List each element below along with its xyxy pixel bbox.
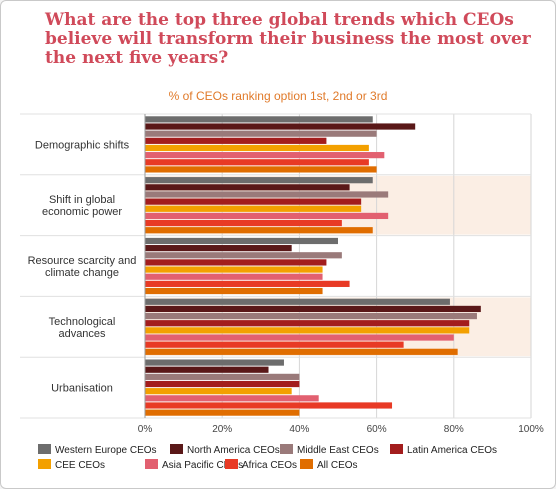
x-tick-label: 100% <box>518 424 544 435</box>
category-label: Resource scarcity and climate change <box>28 255 137 279</box>
bar <box>145 130 377 137</box>
bar <box>145 341 404 348</box>
bar <box>145 380 300 388</box>
legend-item: North America CEOs <box>170 444 280 456</box>
legend-swatch <box>225 459 238 469</box>
x-tick-label: 20% <box>212 424 232 435</box>
bar <box>145 177 373 184</box>
legend-swatch <box>300 459 313 469</box>
bar <box>145 409 300 416</box>
category-label: Demographic shifts <box>35 139 130 151</box>
bar <box>145 219 342 227</box>
bar <box>145 191 389 198</box>
legend-item: Africa CEOs <box>225 459 297 471</box>
legend-row: Western Europe CEOs North America CEOs Mid… <box>30 444 550 459</box>
x-tick-label: 60% <box>367 424 387 435</box>
bar <box>145 348 458 355</box>
bar <box>145 373 300 380</box>
legend-swatch <box>170 444 183 454</box>
bar <box>145 144 369 152</box>
bar <box>145 259 327 266</box>
bar <box>145 266 323 273</box>
legend-label: Asia Pacific CEOs <box>162 460 244 471</box>
bar <box>145 152 385 159</box>
bar <box>145 205 362 212</box>
bar <box>145 388 292 395</box>
chart-title: What are the top three global trends whi… <box>45 10 531 68</box>
legend-item: All CEOs <box>300 459 358 471</box>
legend: Western Europe CEOs North America CEOs Mid… <box>30 444 550 474</box>
bar <box>145 334 454 341</box>
legend-label: Middle East CEOs <box>297 445 379 456</box>
bar <box>145 227 373 234</box>
bar <box>145 159 369 166</box>
bar <box>145 366 269 373</box>
bar <box>145 395 319 402</box>
legend-swatch <box>38 459 51 469</box>
category-label: Technological advances <box>49 316 116 340</box>
legend-label: Western Europe CEOs <box>55 445 157 456</box>
bar <box>145 280 350 287</box>
category-label: Shift in global economic power <box>42 194 122 218</box>
bar <box>145 359 284 366</box>
legend-swatch <box>280 444 293 454</box>
chart-subtitle: % of CEOs ranking option 1st, 2nd or 3rd <box>168 89 388 103</box>
legend-swatch <box>145 459 158 469</box>
legend-row: CEE CEOs Asia Pacific CEOs Africa CEOs All … <box>30 459 550 474</box>
legend-item: Western Europe CEOs <box>38 444 157 456</box>
legend-swatch <box>38 444 51 454</box>
legend-item: Latin America CEOs <box>390 444 497 456</box>
bar <box>145 123 416 130</box>
legend-swatch <box>390 444 403 454</box>
bar <box>145 287 323 295</box>
legend-label: All CEOs <box>317 460 358 471</box>
bar <box>145 312 477 320</box>
bar <box>145 166 377 173</box>
bar <box>145 212 389 220</box>
bar <box>145 273 323 280</box>
bar <box>145 245 292 252</box>
x-tick-label: 40% <box>289 424 309 435</box>
bar <box>145 402 393 409</box>
legend-label: Latin America CEOs <box>407 445 498 456</box>
x-tick-label: 80% <box>444 424 464 435</box>
legend-item: Asia Pacific CEOs <box>145 459 243 471</box>
x-tick-label: 0% <box>138 424 153 435</box>
bar <box>145 305 481 313</box>
legend-item: Middle East CEOs <box>280 444 379 456</box>
bar <box>145 137 327 144</box>
bar <box>145 327 470 334</box>
legend-label: Africa CEOs <box>242 460 298 471</box>
bar <box>145 198 362 205</box>
bar <box>145 320 470 327</box>
bar <box>145 298 450 305</box>
bar <box>145 116 373 123</box>
legend-item: CEE CEOs <box>38 459 105 471</box>
bar <box>145 184 350 191</box>
legend-label: North America CEOs <box>187 445 280 456</box>
bar <box>145 237 338 245</box>
bar <box>145 252 342 259</box>
category-label: Urbanisation <box>51 383 113 395</box>
legend-label: CEE CEOs <box>55 460 106 471</box>
